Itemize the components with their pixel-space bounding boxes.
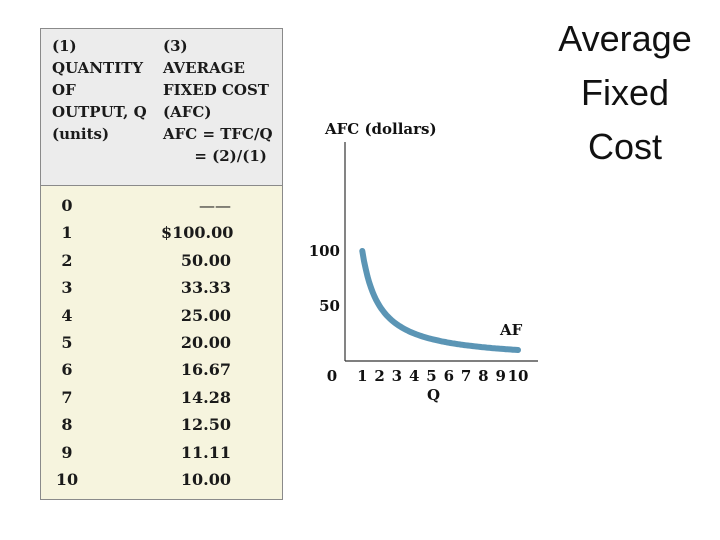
quantity-column-header: (1) QUANTITY OF OUTPUT, Q (units): [52, 37, 147, 143]
quantity-cell: 6: [61, 360, 73, 380]
afc-cell: ——: [199, 196, 231, 215]
afc-cell: 10.00: [180, 469, 231, 489]
quantity-cell: 0: [61, 196, 73, 215]
afc-cell: 11.11: [180, 442, 231, 462]
af-series-label: AF: [499, 321, 523, 339]
table-row: 3 33.33: [41, 276, 282, 303]
table-row: 9 11.11: [41, 441, 282, 468]
quantity-cell: 8: [61, 415, 73, 435]
y-axis-label: AFC (dollars): [324, 120, 437, 138]
table-row: 4 25.00: [41, 304, 282, 331]
table-row: 6 16.67: [41, 358, 282, 385]
afc-chart: AFC (dollars) 100 50 0 1 2 3 4 5 6 7 8 9 10 AF Q: [309, 120, 538, 404]
x-tick-label: 3: [392, 367, 402, 385]
afc-cell: 20.00: [180, 332, 231, 352]
af-curve: [359, 248, 521, 353]
slide-title: Average Fixed Cost: [540, 12, 710, 174]
x-tick-label: 8: [478, 367, 488, 385]
afc-cell: 12.50: [180, 415, 231, 435]
x-tick-label: 2: [374, 367, 384, 385]
title-line-2: Fixed: [580, 72, 670, 113]
afc-cell: 14.28: [180, 387, 231, 407]
x-tick-label: 4: [409, 367, 419, 385]
afc-cell: 25.00: [180, 305, 231, 325]
table-row: 8 12.50: [41, 413, 282, 440]
quantity-cell: 10: [55, 469, 79, 489]
table-header: (1) QUANTITY OF OUTPUT, Q (units) (3) AV…: [41, 29, 282, 186]
afc-cell: 16.67: [180, 360, 231, 380]
table-row: 5 20.00: [41, 331, 282, 358]
title-line-3: Cost: [587, 126, 663, 167]
x-tick-label: 6: [444, 367, 454, 385]
quantity-cell: 9: [61, 442, 73, 462]
quantity-cell: 1: [61, 223, 73, 243]
table-row: 7 14.28: [41, 386, 282, 413]
x-tick-label: 1: [357, 367, 367, 385]
y-tick-label: 100: [309, 242, 340, 260]
quantity-cell: 7: [61, 387, 73, 407]
table-row: 2 50.00: [41, 249, 282, 276]
afc-cell: 33.33: [180, 278, 231, 298]
quantity-cell: 5: [61, 332, 73, 352]
x-tick-label: 7: [461, 367, 471, 385]
afc-column-header: (3) AVERAGE FIXED COST (AFC) AFC = TFC/Q…: [163, 37, 273, 165]
x-tick-label: 5: [426, 367, 436, 385]
afc-cell: $100.00: [161, 223, 234, 243]
y-tick-label: 50: [319, 297, 340, 315]
x-tick-label: 0: [327, 367, 337, 385]
x-tick-label: 10: [508, 367, 529, 385]
table-row: 10 10.00: [41, 468, 282, 495]
title-line-1: Average: [558, 18, 692, 59]
table-row: 0 ——: [41, 194, 282, 221]
quantity-cell: 2: [61, 250, 73, 270]
quantity-cell: 3: [61, 278, 73, 298]
afc-cell: 50.00: [180, 250, 231, 270]
x-tick-label: 9: [495, 367, 505, 385]
table-body: 0 —— 1 $100.00 2 50.00 3 33.33 4 25.00 5 20.00 6 16.6…: [41, 194, 282, 495]
afc-table: (1) QUANTITY OF OUTPUT, Q (units) (3) AV…: [40, 28, 283, 500]
table-row: 1 $100.00: [41, 221, 282, 248]
x-axis-label: Q: [427, 386, 440, 404]
quantity-cell: 4: [61, 305, 73, 325]
